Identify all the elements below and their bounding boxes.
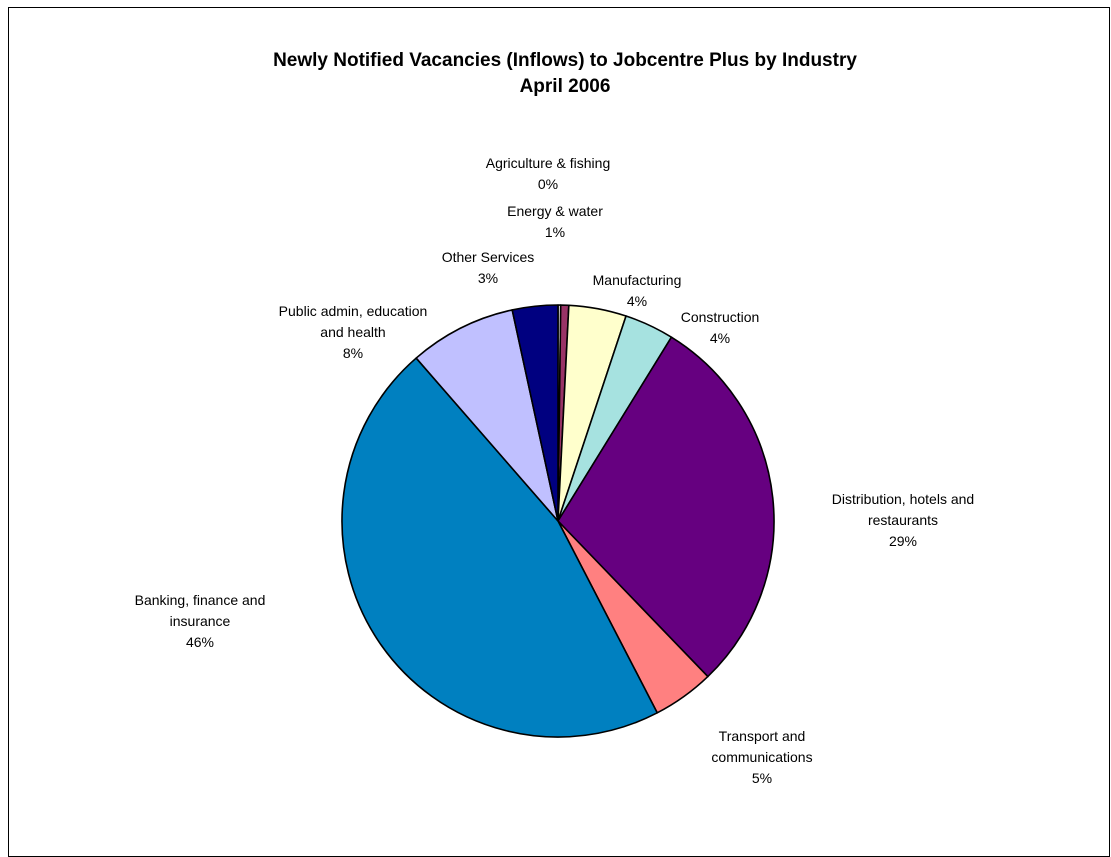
slice-category-label: Public admin, education — [279, 303, 428, 319]
slice-percent-label: 46% — [186, 634, 214, 650]
slice-category-label: Distribution, hotels and — [832, 491, 974, 507]
slice-category-label: Manufacturing — [593, 272, 682, 288]
slice-percent-label: 4% — [710, 330, 730, 346]
slice-percent-label: 0% — [538, 176, 558, 192]
slice-category-label: Agriculture & fishing — [486, 155, 611, 171]
pie-slice — [341, 357, 659, 738]
slice-category-label: Energy & water — [507, 203, 603, 219]
pie-slice — [557, 336, 775, 678]
slice-category-label: communications — [711, 749, 812, 765]
slice-percent-label: 8% — [343, 345, 363, 361]
slice-percent-label: 5% — [752, 770, 772, 786]
slice-percent-label: 4% — [627, 293, 647, 309]
slice-category-label: restaurants — [868, 512, 938, 528]
chart-title: Newly Notified Vacancies (Inflows) to Jo… — [0, 48, 1111, 100]
slice-category-label: insurance — [170, 613, 231, 629]
chart-title-line-1: Newly Notified Vacancies (Inflows) to Jo… — [273, 50, 857, 71]
slice-percent-label: 29% — [889, 533, 917, 549]
slice-percent-label: 1% — [545, 224, 565, 240]
chart-title-line-2: April 2006 — [519, 76, 611, 97]
slice-category-label: and health — [320, 324, 385, 340]
pie-slice — [511, 304, 559, 522]
slice-category-label: Construction — [681, 309, 760, 325]
slice-category-label: Banking, finance and — [135, 592, 266, 608]
slice-category-label: Transport and — [719, 728, 806, 744]
slice-category-label: Other Services — [442, 249, 535, 265]
pie-slice — [415, 309, 559, 522]
slice-percent-label: 3% — [478, 270, 498, 286]
